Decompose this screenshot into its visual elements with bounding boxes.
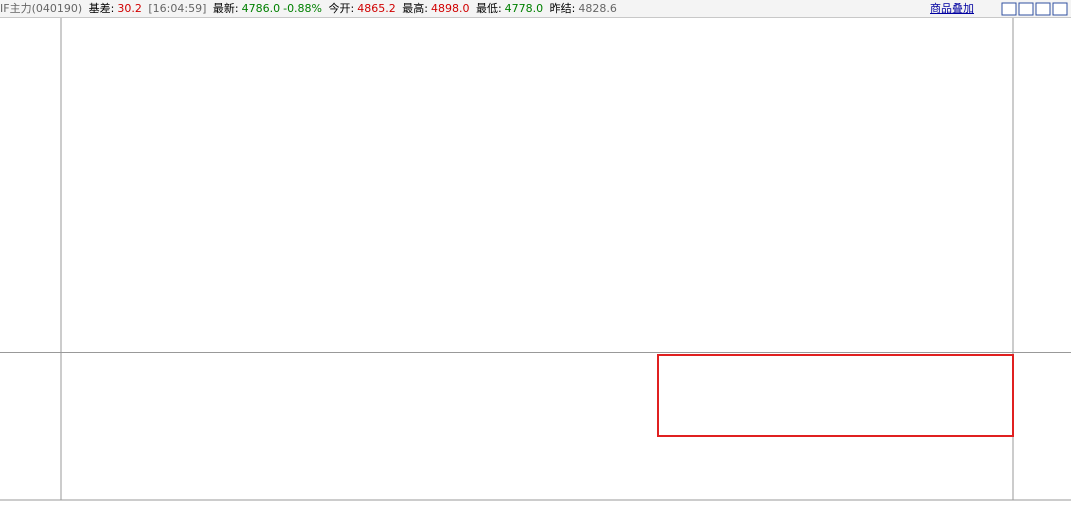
value: 4828.6 — [578, 2, 617, 15]
btn-prev[interactable] — [1001, 2, 1017, 16]
toolbar — [1001, 2, 1068, 16]
value: 4865.2 — [357, 2, 396, 15]
value: 4898.0 — [430, 2, 470, 15]
symbol: IF主力(040190) — [0, 2, 83, 15]
label: 最低: — [475, 2, 502, 15]
header: IF主力(040190) 基差: 30.2 [16:04:59] 最新: 4786.… — [0, 0, 1071, 18]
value: 4786.0 — [241, 2, 281, 15]
btn-next[interactable] — [1018, 2, 1034, 16]
time: [16:04:59] — [148, 2, 207, 15]
label: 昨结: — [549, 2, 576, 15]
label: 基差: — [88, 2, 115, 15]
btn-layout[interactable] — [1035, 2, 1051, 16]
label: 最高: — [402, 2, 428, 15]
value: 4778.0 — [504, 2, 544, 15]
label: 今开: — [328, 2, 355, 15]
value: -0.88% — [283, 2, 323, 15]
overlay-button[interactable]: 商品叠加 — [930, 2, 974, 15]
value: 30.2 — [117, 2, 142, 15]
btn-max[interactable] — [1052, 2, 1068, 16]
label: 最新: — [212, 2, 239, 15]
highlight-box — [657, 354, 1014, 437]
